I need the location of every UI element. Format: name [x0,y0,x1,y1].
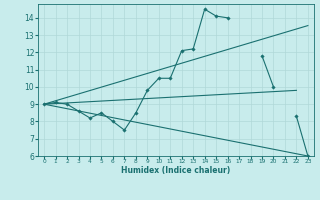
X-axis label: Humidex (Indice chaleur): Humidex (Indice chaleur) [121,166,231,175]
